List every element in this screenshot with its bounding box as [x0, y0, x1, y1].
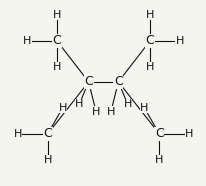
Text: C: C: [114, 75, 122, 88]
Text: C: C: [84, 75, 92, 88]
Text: H: H: [184, 129, 192, 139]
Text: H: H: [139, 103, 148, 113]
Text: H: H: [43, 155, 52, 165]
Text: H: H: [145, 10, 153, 20]
Text: H: H: [53, 62, 61, 72]
Text: H: H: [14, 129, 22, 139]
Text: H: H: [175, 36, 183, 46]
Text: H: H: [154, 155, 163, 165]
Text: H: H: [23, 36, 31, 46]
Text: C: C: [145, 34, 154, 47]
Text: C: C: [154, 127, 163, 140]
Text: H: H: [91, 107, 100, 117]
Text: H: H: [145, 62, 153, 72]
Text: H: H: [123, 99, 131, 109]
Text: C: C: [43, 127, 52, 140]
Text: H: H: [106, 107, 115, 117]
Text: H: H: [75, 99, 83, 109]
Text: H: H: [53, 10, 61, 20]
Text: H: H: [58, 103, 67, 113]
Text: C: C: [52, 34, 61, 47]
